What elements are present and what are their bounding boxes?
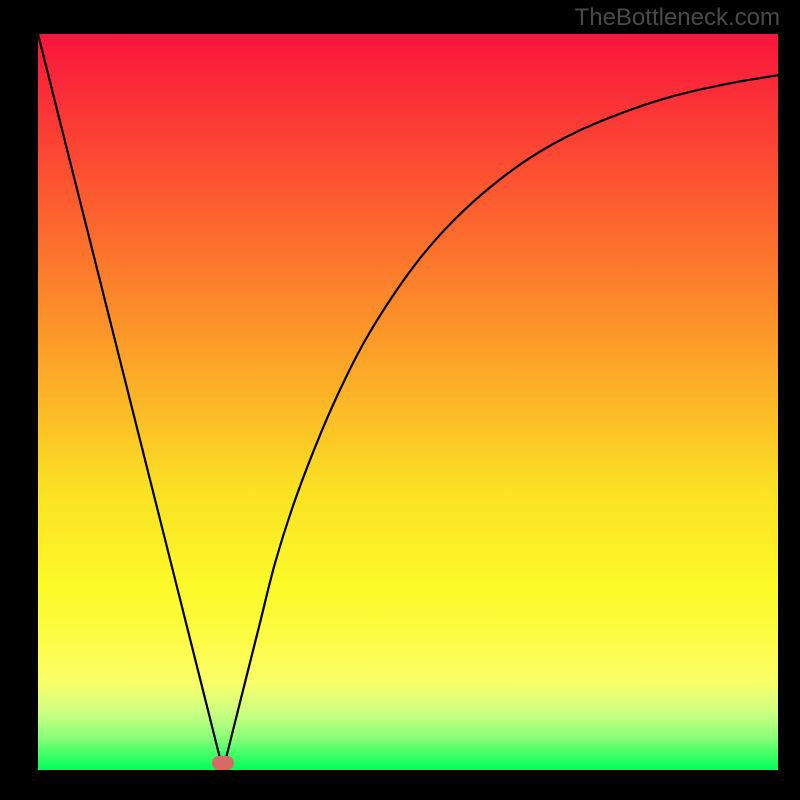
plot-area bbox=[38, 34, 778, 770]
chart-stage: TheBottleneck.com bbox=[0, 0, 800, 800]
optimal-marker bbox=[212, 756, 234, 770]
curve-svg bbox=[38, 34, 778, 770]
watermark-text: TheBottleneck.com bbox=[575, 4, 780, 32]
bottleneck-curve bbox=[38, 34, 778, 767]
